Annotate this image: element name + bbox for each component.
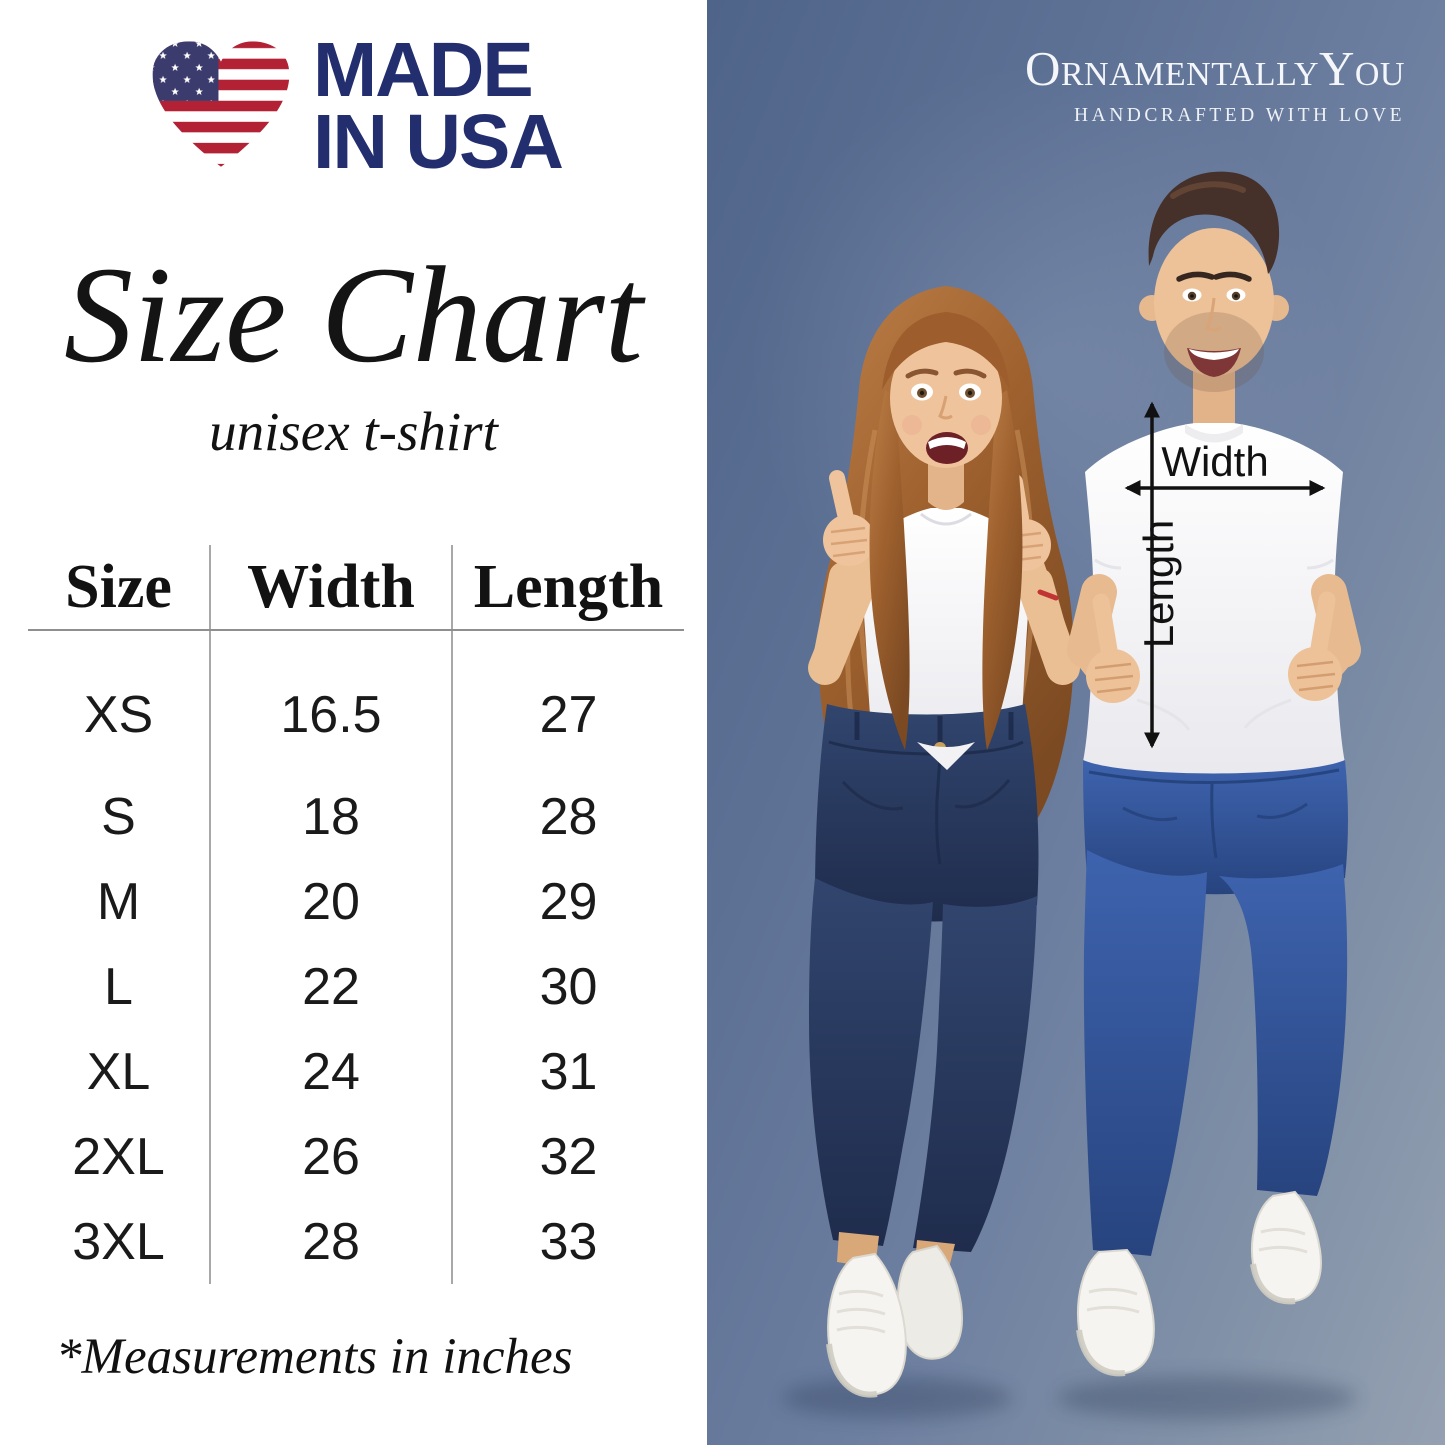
measurement-arrows — [1124, 401, 1326, 749]
man-figure — [1067, 171, 1361, 1377]
table-row: M 20 29 — [28, 859, 684, 944]
length-cell: 31 — [451, 1029, 684, 1114]
page-subtitle: unisex t-shirt — [209, 401, 498, 462]
woman-left-thumb-up — [829, 470, 853, 522]
width-cell: 22 — [209, 944, 452, 1029]
size-cell: XS — [83, 686, 154, 744]
measurements-footnote: *Measurements in inches — [56, 1329, 573, 1385]
woman-sneakers — [826, 1244, 963, 1398]
width-cell: 16.5 — [209, 630, 452, 774]
table-row: XL 24 31 — [28, 1029, 684, 1114]
woman-hair-front — [869, 390, 1023, 750]
brand-name: OrnamentallyYou — [1024, 41, 1405, 96]
man-fists — [1086, 591, 1342, 703]
logo-line2: IN USA — [313, 99, 564, 186]
man-jeans — [1083, 760, 1348, 1256]
red-bracelet — [1037, 589, 1059, 601]
size-cell: XL — [86, 1042, 151, 1101]
man-sneakers — [1076, 1190, 1322, 1377]
col-header-size: Size — [28, 545, 210, 631]
table-row: S 18 28 — [28, 774, 684, 859]
woman-arms — [808, 543, 1080, 685]
woman-open-mouth — [926, 432, 968, 464]
table-row: 2XL 26 32 — [28, 1114, 684, 1199]
size-cell: M — [96, 872, 141, 931]
usa-heart-flag-icon — [152, 41, 290, 168]
length-cell: 28 — [451, 774, 684, 859]
man-face — [1139, 171, 1289, 392]
woman-jeans — [809, 704, 1039, 1252]
length-cell: 32 — [451, 1114, 684, 1199]
photo-panel: Width Length OrnamentallyYou HANDCRAFTED… — [707, 0, 1445, 1445]
logo-line1: MADE — [313, 27, 534, 113]
length-label: Length — [1135, 520, 1182, 648]
woman-face — [882, 312, 1010, 510]
man-right-thumb-up — [1310, 591, 1336, 657]
size-chart-panel: MADE IN USA Size Chart unisex t-shirt Si… — [0, 0, 707, 1445]
table-row: L 22 30 — [28, 944, 684, 1029]
page-title: Size Chart — [64, 238, 643, 391]
man-hair — [1148, 171, 1280, 274]
floor-shadows — [782, 1376, 1357, 1420]
width-cell: 20 — [209, 859, 452, 944]
size-cell: S — [101, 787, 136, 846]
length-cell: 27 — [451, 630, 684, 774]
table-row: 3XL 28 33 — [28, 1199, 684, 1284]
width-label: Width — [1161, 438, 1268, 485]
size-cell: L — [104, 957, 133, 1016]
length-cell: 29 — [451, 859, 684, 944]
table-row: XS 16.5 27 — [28, 630, 684, 774]
size-cell: 2XL — [72, 1127, 165, 1186]
col-header-width: Width — [209, 545, 452, 631]
width-cell: 24 — [209, 1029, 452, 1114]
size-table: Size Width Length XS 16.5 27 S 18 28 M — [28, 545, 684, 1284]
size-cell: 3XL — [72, 1212, 165, 1271]
man-left-thumb-up — [1092, 593, 1118, 659]
col-header-length: Length — [451, 545, 684, 631]
brand-block: OrnamentallyYou HANDCRAFTED WITH LOVE — [1025, 44, 1405, 127]
table-header-row: Size Width Length — [28, 545, 684, 631]
length-cell: 33 — [451, 1199, 684, 1284]
width-cell: 18 — [209, 774, 452, 859]
made-in-usa-text: MADE IN USA — [313, 27, 564, 186]
couple-thumbs-up-photo: Width Length — [782, 171, 1361, 1420]
width-cell: 28 — [209, 1199, 452, 1284]
made-in-usa-logo: MADE IN USA — [0, 27, 707, 186]
width-cell: 26 — [209, 1114, 452, 1199]
length-cell: 30 — [451, 944, 684, 1029]
brand-tagline: HANDCRAFTED WITH LOVE — [1074, 105, 1405, 126]
woman-figure — [808, 286, 1080, 1398]
